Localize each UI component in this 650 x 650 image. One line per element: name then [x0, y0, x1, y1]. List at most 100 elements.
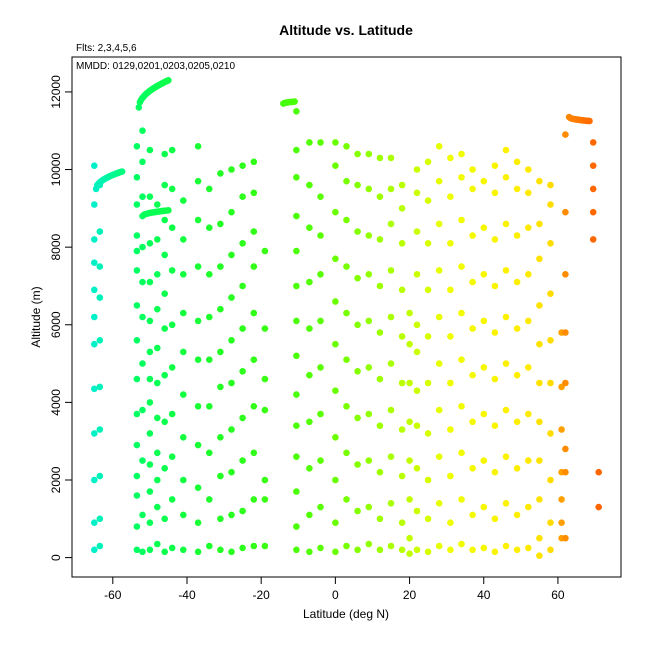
data-point: [562, 468, 569, 476]
data-point: [180, 434, 187, 441]
data-point: [502, 267, 510, 274]
data-point: [365, 410, 373, 418]
data-point: [239, 162, 246, 169]
data-point: [228, 426, 235, 433]
data-point: [480, 457, 488, 464]
x-tick-label: 0: [332, 588, 339, 602]
data-point: [139, 511, 146, 519]
data-point: [139, 360, 146, 367]
data-point: [424, 548, 432, 556]
data-point: [306, 465, 313, 472]
data-point: [146, 146, 154, 154]
data-point: [217, 305, 224, 313]
data-point: [217, 220, 224, 228]
data-point: [332, 548, 339, 556]
data-point: [387, 500, 395, 507]
data-point: [502, 313, 510, 321]
data-point: [536, 220, 543, 228]
data-point: [154, 201, 161, 208]
data-point: [413, 546, 421, 554]
data-point: [469, 511, 476, 519]
data-point: [194, 441, 202, 449]
data-point: [435, 143, 443, 150]
data-point: [525, 410, 532, 418]
data-point: [480, 271, 488, 278]
data-point: [525, 166, 532, 173]
dates-annotation: MMDD: 0129,0201,0203,0205,0210: [76, 61, 235, 72]
data-point: [206, 185, 213, 193]
data-point: [146, 278, 154, 286]
data-point: [91, 201, 98, 208]
data-point: [376, 422, 384, 430]
data-point: [332, 476, 339, 484]
data-point: [413, 507, 421, 515]
data-point: [558, 426, 565, 433]
data-point: [376, 546, 384, 554]
data-point: [133, 247, 141, 255]
data-point: [589, 208, 597, 216]
data-point: [161, 216, 168, 224]
data-point: [413, 465, 421, 472]
x-tick-label: 20: [403, 588, 417, 602]
data-point: [306, 278, 313, 286]
data-point: [91, 476, 98, 484]
data-point: [547, 337, 554, 344]
data-point: [562, 208, 569, 216]
data-point: [293, 212, 300, 220]
data-point: [447, 240, 454, 247]
data-point: [250, 263, 258, 270]
data-point: [154, 344, 161, 352]
data-point: [447, 519, 454, 526]
data-point: [161, 515, 168, 523]
data-point: [435, 313, 443, 321]
data-point: [146, 375, 154, 383]
data-point: [217, 546, 224, 554]
data-point: [398, 546, 406, 554]
data-point: [354, 507, 361, 515]
data-point: [293, 422, 300, 430]
data-point: [525, 503, 532, 511]
data-point: [424, 197, 432, 204]
data-point: [424, 515, 432, 523]
data-point: [376, 193, 384, 200]
data-point: [217, 263, 224, 270]
data-point: [458, 449, 465, 457]
data-point: [413, 321, 421, 329]
data-point: [91, 313, 98, 321]
data-point: [406, 340, 413, 348]
data-point: [491, 236, 499, 243]
data-point: [365, 232, 373, 239]
x-tick-label: 40: [477, 588, 491, 602]
data-point: [513, 418, 521, 426]
data-point: [317, 364, 324, 371]
data-point: [291, 98, 298, 105]
y-tick-label: 0: [49, 554, 63, 561]
data-point: [180, 546, 187, 554]
data-point: [154, 449, 161, 457]
data-point: [96, 337, 104, 344]
data-point: [146, 193, 154, 200]
data-point: [525, 271, 532, 278]
data-point: [536, 340, 543, 348]
data-point: [228, 468, 235, 476]
data-point: [469, 325, 476, 332]
data-point: [194, 216, 202, 224]
data-point: [306, 181, 313, 189]
data-point: [332, 208, 339, 216]
data-point: [458, 216, 465, 224]
y-tick-label: 12000: [49, 75, 63, 109]
data-point: [491, 282, 499, 290]
data-point: [96, 542, 104, 550]
data-point: [217, 472, 224, 480]
data-point: [139, 193, 146, 200]
data-point: [139, 406, 146, 414]
data-point: [228, 251, 235, 259]
data-point: [376, 236, 384, 243]
data-point: [139, 243, 146, 251]
data-point: [502, 500, 510, 507]
data-point: [250, 228, 258, 235]
data-point: [332, 387, 339, 395]
data-point: [261, 542, 269, 550]
data-point: [491, 548, 499, 556]
data-point: [133, 143, 141, 150]
